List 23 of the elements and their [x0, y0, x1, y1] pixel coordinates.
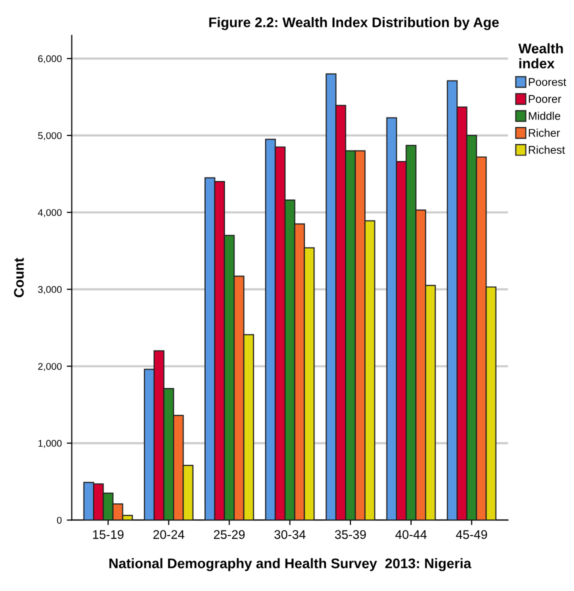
y-tick-label: 3,000 — [38, 286, 62, 294]
y-tick-label: 4,000 — [38, 209, 62, 218]
legend-title: Wealth index — [518, 43, 563, 68]
x-tick-label: 25-29 — [214, 530, 245, 539]
x-tick-label: 20-24 — [153, 530, 184, 539]
y-tick-label: 1,000 — [38, 440, 62, 448]
x-tick-label: 15-19 — [93, 530, 124, 539]
y-tick-label: 6,000 — [38, 55, 62, 64]
legend-label: Middle — [528, 112, 560, 120]
y-tick-label: 2,000 — [38, 362, 62, 371]
legend-label: Richest — [528, 146, 565, 154]
legend-label: Richer — [528, 128, 560, 137]
chart-title: Figure 2.2: Wealth Index Distribution by Age — [209, 17, 499, 30]
legend-label: Poorer — [528, 95, 562, 103]
x-tick-label: 40-44 — [395, 530, 427, 539]
x-tick-label: 30-34 — [274, 530, 306, 539]
y-tick-label: 5,000 — [38, 132, 62, 140]
x-tick-label: 45-49 — [456, 530, 488, 539]
legend-label: Poorest — [528, 78, 566, 86]
x-tick-label: 35-39 — [334, 530, 366, 539]
y-tick-label: 0 — [57, 516, 62, 524]
x-axis-title: National Demography and Health Survey 2013: Nigeria — [109, 558, 472, 572]
y-axis-title: Count — [14, 258, 24, 298]
